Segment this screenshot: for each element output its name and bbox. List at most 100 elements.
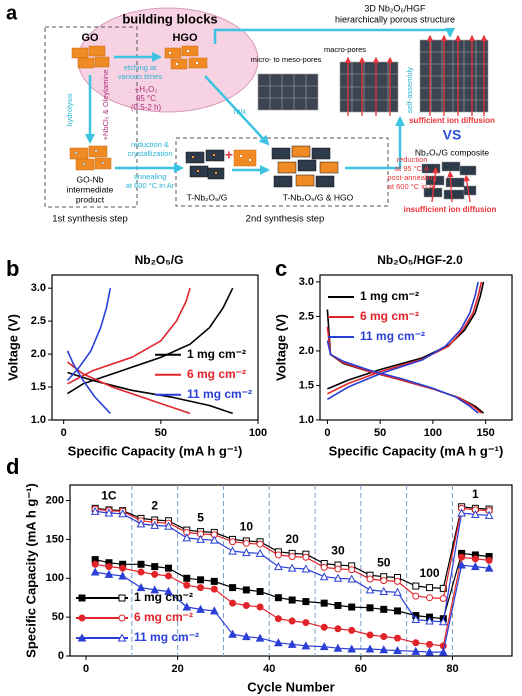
diagram-text: insufficient ion diffusion: [404, 205, 497, 214]
marker: [137, 568, 145, 576]
diagram-text: intermediate: [67, 184, 114, 194]
marker: [319, 642, 329, 651]
marker: [438, 617, 448, 626]
y-tick-label: 200: [46, 494, 64, 506]
diagram-text: various times: [118, 72, 162, 81]
rate-label: 1: [472, 487, 479, 501]
x-tick-label: 80: [446, 663, 458, 675]
diagram-text: GO-Nb: [77, 174, 104, 184]
y-tick-label: 2.5: [31, 315, 46, 327]
nb2o5-g-sheets: [185, 149, 225, 180]
x-tick-label: 0: [324, 427, 330, 439]
series-line: [326, 281, 479, 414]
marker: [118, 571, 128, 580]
marker: [458, 553, 466, 561]
rate-label: 1C: [101, 488, 117, 502]
marker: [365, 585, 375, 594]
go-sheets: [71, 45, 110, 69]
series-line: [66, 288, 112, 414]
hgo-sheets: [164, 45, 208, 70]
marker: [209, 535, 219, 544]
legend-marker: [78, 614, 86, 622]
legend-label: 1 mg cm⁻²: [134, 590, 193, 604]
marker: [242, 539, 250, 547]
marker: [365, 644, 375, 653]
marker: [393, 607, 401, 615]
legend-marker: [78, 594, 86, 602]
marker: [274, 551, 282, 559]
rate-label: 10: [240, 520, 254, 534]
legend-label: 11 mg cm⁻²: [187, 387, 252, 401]
panel-label: a: [6, 2, 18, 24]
rate-label: 30: [331, 544, 345, 558]
marker: [137, 560, 145, 568]
y-tick-label: 3.0: [299, 276, 314, 288]
hgo-sheet: [233, 149, 257, 167]
marker: [150, 585, 160, 594]
chart-title: Nb₂O₅/G: [135, 253, 184, 267]
marker: [182, 533, 192, 542]
marker: [274, 615, 282, 623]
y-tick-label: 50: [52, 611, 64, 623]
marker: [228, 546, 237, 555]
marker: [348, 566, 356, 574]
diagram-text: crystallization: [127, 149, 172, 158]
diagram-text: +NbCl₅ & Oleylamine: [101, 70, 110, 141]
diagram-text: at 600 °C in Ar: [388, 182, 437, 191]
y-tick-label: 1.0: [31, 414, 46, 426]
marker: [471, 555, 479, 563]
legend-label: 11 mg cm⁻²: [360, 329, 425, 343]
x-tick-label: 20: [172, 663, 184, 675]
marker: [348, 626, 356, 634]
y-tick-label: 0: [58, 650, 64, 662]
diagram-text: at 95 °C &: [395, 164, 429, 173]
marker: [242, 548, 251, 557]
x-tick-label: 60: [355, 663, 367, 675]
marker: [426, 584, 434, 592]
ion-arrows: [344, 34, 488, 203]
marker: [379, 586, 389, 595]
marker: [366, 631, 374, 639]
marker: [302, 598, 310, 606]
diagram-text: product: [76, 194, 105, 204]
marker: [151, 563, 159, 571]
diagram-text: +H₂O₂: [135, 85, 158, 94]
marker: [412, 582, 420, 590]
marker: [425, 616, 434, 625]
marker: [471, 562, 480, 571]
legend-label: 11 mg cm⁻²: [134, 630, 199, 644]
marker: [366, 604, 374, 612]
marker: [210, 585, 218, 593]
marker: [150, 520, 160, 529]
marker: [151, 570, 159, 578]
marker: [228, 629, 237, 638]
marker: [105, 563, 113, 571]
diagram-text: VS: [443, 127, 462, 143]
marker: [136, 583, 146, 592]
diagram-text: 3D Nb₂O₅/HGF: [364, 3, 426, 13]
marker: [104, 508, 114, 517]
x-tick-label: 40: [263, 663, 275, 675]
marker: [393, 587, 402, 596]
marker: [457, 508, 466, 517]
marker: [412, 592, 420, 600]
marker: [255, 633, 265, 642]
legend-marker: [118, 594, 126, 602]
diagram-text: 95 °C: [136, 94, 156, 103]
y-tick-label: 150: [46, 533, 64, 545]
marker: [380, 605, 388, 613]
porous-structures: [257, 39, 489, 113]
legend-marker: [117, 633, 127, 642]
diagram-text: post-annealing: [387, 173, 436, 182]
diagram-text: +: [225, 147, 233, 163]
marker: [471, 509, 480, 519]
y-axis-label: Voltage (V): [273, 314, 288, 381]
marker: [484, 563, 494, 572]
marker: [301, 564, 311, 573]
chart-title: Nb₂O₅/HGF-2.0: [377, 253, 463, 267]
diagram-text: reduction: [397, 155, 428, 164]
marker: [197, 584, 205, 592]
marker: [348, 603, 356, 611]
x-axis-label: Cycle Number: [247, 679, 334, 694]
diagram-text: sufficient ion diffusion: [409, 116, 495, 125]
